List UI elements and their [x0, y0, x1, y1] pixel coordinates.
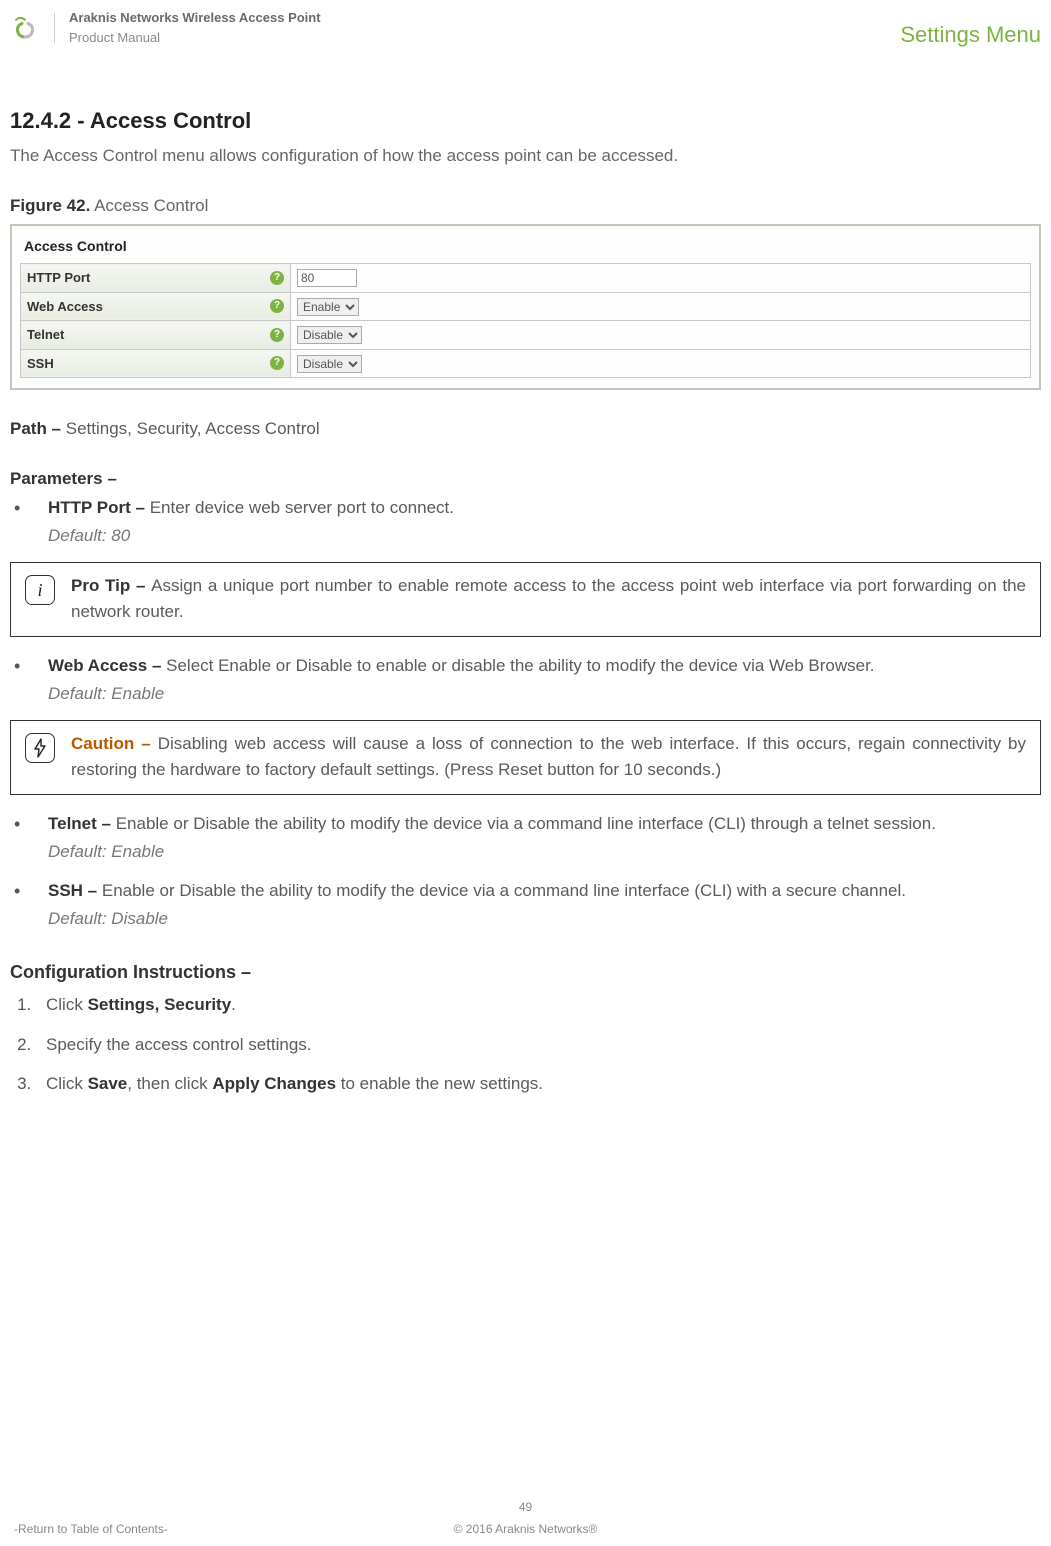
path-line: Path – Settings, Security, Access Contro… [10, 416, 1041, 442]
header-title-line1: Araknis Networks Wireless Access Point [69, 8, 321, 28]
help-icon[interactable]: ? [270, 356, 284, 370]
table-row: Web Access ? Enable [21, 292, 1031, 321]
row-value-cell: Enable [291, 292, 1031, 321]
toc-return-link[interactable]: -Return to Table of Contents- [14, 1520, 168, 1538]
param-desc: Enable or Disable the ability to modify … [116, 814, 936, 833]
caution-callout: Caution – Disabling web access will caus… [10, 720, 1041, 795]
figure-label-number: Figure 42. [10, 196, 90, 215]
header-titles: Araknis Networks Wireless Access Point P… [55, 8, 321, 47]
list-item: Telnet – Enable or Disable the ability t… [10, 811, 1041, 864]
row-label: Web Access ? [21, 292, 291, 321]
config-heading: Configuration Instructions – [10, 959, 1041, 986]
table-row: SSH ? Disable [21, 349, 1031, 378]
list-item: Web Access – Select Enable or Disable to… [10, 653, 1041, 706]
param-default: Default: 80 [48, 523, 1041, 549]
param-default: Default: Enable [48, 681, 1041, 707]
protip-callout: i Pro Tip – Assign a unique port number … [10, 562, 1041, 637]
figure-access-control: Access Control HTTP Port ? Web Access ? [10, 224, 1041, 390]
web-access-select[interactable]: Enable [297, 298, 359, 316]
page-header: Araknis Networks Wireless Access Point P… [10, 0, 1041, 59]
row-value-cell [291, 264, 1031, 293]
caution-text: Caution – Disabling web access will caus… [71, 731, 1026, 782]
panel-title: Access Control [20, 232, 1031, 263]
http-port-input[interactable] [297, 269, 357, 287]
param-name: HTTP Port – [48, 498, 150, 517]
page-footer: 49 -Return to Table of Contents- © 2016 … [0, 1498, 1051, 1538]
access-control-table: HTTP Port ? Web Access ? Enable [20, 263, 1031, 378]
path-label: Path – [10, 419, 66, 438]
lightning-icon [32, 738, 48, 758]
caution-body: Disabling web access will cause a loss o… [71, 734, 1026, 779]
parameters-list: HTTP Port – Enter device web server port… [10, 495, 1041, 548]
section-intro: The Access Control menu allows configura… [10, 143, 1041, 169]
header-title-line2: Product Manual [69, 28, 321, 48]
list-item: SSH – Enable or Disable the ability to m… [10, 878, 1041, 931]
copyright-text: © 2016 Araknis Networks® [454, 1520, 598, 1538]
step-item: Specify the access control settings. [36, 1032, 1041, 1058]
protip-text: Pro Tip – Assign a unique port number to… [71, 573, 1026, 624]
help-icon[interactable]: ? [270, 271, 284, 285]
param-desc: Enter device web server port to connect. [150, 498, 454, 517]
param-default: Default: Disable [48, 906, 1041, 932]
step-item: Click Settings, Security. [36, 992, 1041, 1018]
table-row: Telnet ? Disable [21, 321, 1031, 350]
table-row: HTTP Port ? [21, 264, 1031, 293]
row-label: SSH ? [21, 349, 291, 378]
protip-label: Pro Tip – [71, 576, 151, 595]
row-value-cell: Disable [291, 349, 1031, 378]
caution-label: Caution – [71, 734, 158, 753]
header-section-label: Settings Menu [900, 18, 1041, 51]
param-desc: Enable or Disable the ability to modify … [102, 881, 906, 900]
param-name: Telnet – [48, 814, 116, 833]
brand-logo [10, 13, 55, 43]
param-desc: Select Enable or Disable to enable or di… [166, 656, 874, 675]
row-label: HTTP Port ? [21, 264, 291, 293]
protip-body: Assign a unique port number to enable re… [71, 576, 1026, 621]
section-heading: 12.4.2 - Access Control [10, 104, 1041, 137]
param-name: Web Access – [48, 656, 166, 675]
telnet-select[interactable]: Disable [297, 326, 362, 344]
list-item: HTTP Port – Enter device web server port… [10, 495, 1041, 548]
info-icon: i [25, 575, 55, 605]
path-value: Settings, Security, Access Control [66, 419, 320, 438]
param-name: SSH – [48, 881, 102, 900]
row-label: Telnet ? [21, 321, 291, 350]
row-value-cell: Disable [291, 321, 1031, 350]
caution-icon [25, 733, 55, 763]
araknis-logo-icon [10, 13, 40, 43]
figure-label: Figure 42. Access Control [10, 193, 1041, 219]
help-icon[interactable]: ? [270, 299, 284, 313]
help-icon[interactable]: ? [270, 328, 284, 342]
param-default: Default: Enable [48, 839, 1041, 865]
step-item: Click Save, then click Apply Changes to … [36, 1071, 1041, 1097]
parameters-heading: Parameters – [10, 466, 1041, 492]
page-number: 49 [0, 1498, 1051, 1516]
figure-label-title: Access Control [90, 196, 208, 215]
parameters-list: Web Access – Select Enable or Disable to… [10, 653, 1041, 706]
ssh-select[interactable]: Disable [297, 355, 362, 373]
config-steps: Click Settings, Security. Specify the ac… [10, 992, 1041, 1097]
parameters-list: Telnet – Enable or Disable the ability t… [10, 811, 1041, 931]
